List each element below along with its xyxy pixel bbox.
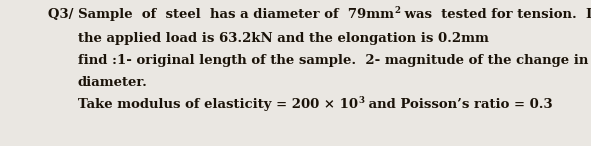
Text: diameter.: diameter. [78, 76, 148, 89]
Text: 3: 3 [358, 96, 364, 105]
Text: Q3/ Sample  of  steel  has a diameter of  79mm: Q3/ Sample of steel has a diameter of 79… [48, 8, 394, 21]
Text: and Poisson’s ratio = 0.3: and Poisson’s ratio = 0.3 [364, 98, 553, 111]
Text: 2: 2 [394, 6, 400, 15]
Text: the applied load is 63.2kN and the elongation is 0.2mm: the applied load is 63.2kN and the elong… [78, 32, 489, 45]
Text: Take modulus of elasticity = 200 × 10: Take modulus of elasticity = 200 × 10 [78, 98, 358, 111]
Text: was  tested for tension.  If: was tested for tension. If [400, 8, 591, 21]
Text: find :1- original length of the sample.  2- magnitude of the change in: find :1- original length of the sample. … [78, 54, 589, 67]
